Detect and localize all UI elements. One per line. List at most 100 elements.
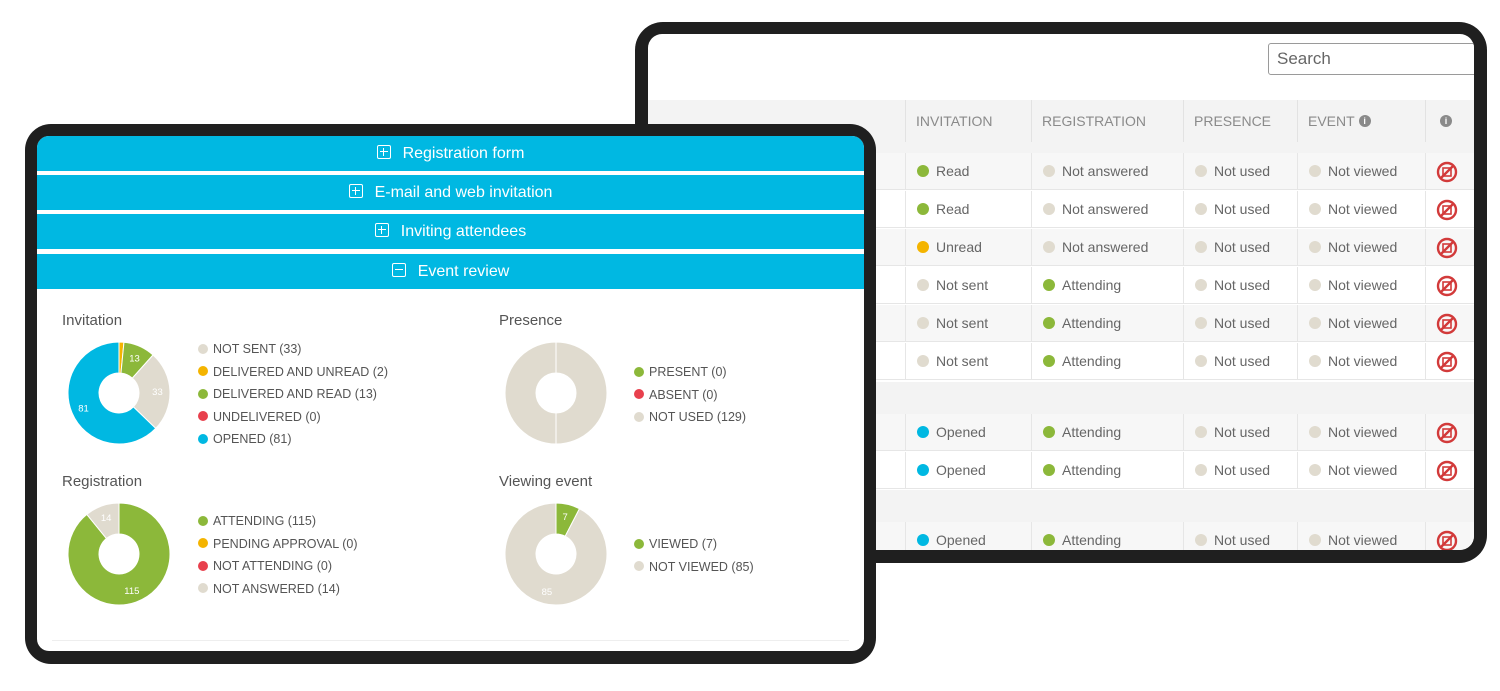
legend-item[interactable]: NOT VIEWED (85) <box>634 556 754 579</box>
cell-invitation: Opened <box>905 414 1031 451</box>
cell-registration: Attending <box>1031 522 1183 550</box>
legend-item[interactable]: PENDING APPROVAL (0) <box>198 533 357 556</box>
legend-item[interactable]: DELIVERED AND UNREAD (2) <box>198 361 388 384</box>
status-dot <box>1195 426 1207 439</box>
pie-slice[interactable] <box>86 502 120 540</box>
cell-registration: Not answered <box>1031 191 1183 228</box>
cell-actions <box>1425 452 1474 489</box>
legend-label: OPENED (81) <box>213 432 292 447</box>
status-label: Not sent <box>936 315 989 331</box>
cell-actions <box>1425 522 1474 550</box>
status-label: Not used <box>1214 462 1271 478</box>
legend-color-dot <box>634 561 644 572</box>
legend-item[interactable]: UNDELIVERED (0) <box>198 406 388 429</box>
status-label: Not answered <box>1062 163 1149 179</box>
status-label: Attending <box>1062 424 1122 440</box>
column-header-label: INVITATION <box>916 113 993 129</box>
cell-invitation: Not sent <box>905 343 1031 380</box>
cell-presence: Not used <box>1183 522 1297 550</box>
status-dot <box>1309 165 1321 178</box>
cell-presence: Not used <box>1183 191 1297 228</box>
prohibited-action-icon[interactable] <box>1436 275 1458 297</box>
cell-event: Not viewed <box>1297 452 1425 489</box>
status-dot <box>1309 426 1321 439</box>
prohibited-action-icon[interactable] <box>1436 460 1458 482</box>
legend-label: PRESENT (0) <box>649 365 727 379</box>
prohibited-action-icon[interactable] <box>1436 161 1458 183</box>
status-dot <box>917 426 929 439</box>
column-header-registration[interactable]: REGISTRATION <box>1031 100 1183 142</box>
legend-item[interactable]: NOT SENT (33) <box>198 338 388 361</box>
event-review-screen: Registration form E-mail and web invitat… <box>37 136 864 651</box>
cell-invitation: Opened <box>905 522 1031 550</box>
status-label: Opened <box>936 462 986 478</box>
cell-registration: Attending <box>1031 343 1183 380</box>
status-dot <box>917 534 929 547</box>
pie-slice[interactable] <box>131 354 171 430</box>
status-label: Attending <box>1062 353 1122 369</box>
event-review-device-frame: Registration form E-mail and web invitat… <box>25 124 876 664</box>
legend-item[interactable]: NOT USED (129) <box>634 406 746 429</box>
status-label: Not used <box>1214 424 1271 440</box>
status-dot <box>1043 279 1055 292</box>
prohibited-action-icon[interactable] <box>1436 237 1458 259</box>
accordion-registration-form[interactable]: Registration form <box>37 136 864 171</box>
cell-presence: Not used <box>1183 153 1297 190</box>
column-header-presence[interactable]: PRESENCE <box>1183 100 1297 142</box>
chart-title-presence: Presence <box>499 312 563 329</box>
invitation-donut-chart: 13 33 81 <box>67 341 171 445</box>
legend-item[interactable]: NOT ATTENDING (0) <box>198 555 357 578</box>
status-label: Not used <box>1214 532 1271 548</box>
pie-slice[interactable] <box>67 502 171 606</box>
prohibited-action-icon[interactable] <box>1436 313 1458 335</box>
cell-registration: Attending <box>1031 267 1183 304</box>
status-label: Not used <box>1214 277 1271 293</box>
search-input[interactable] <box>1268 43 1474 75</box>
column-header-invitation[interactable]: INVITATION <box>905 100 1031 142</box>
accordion-label: Event review <box>417 263 510 280</box>
cell-presence: Not used <box>1183 305 1297 342</box>
status-label: Opened <box>936 424 986 440</box>
cell-event: Not viewed <box>1297 305 1425 342</box>
status-label: Not used <box>1214 163 1271 179</box>
status-label: Not used <box>1214 353 1271 369</box>
status-label: Not viewed <box>1328 424 1398 440</box>
plus-square-icon <box>374 222 389 237</box>
legend-item[interactable]: DELIVERED AND READ (13) <box>198 383 388 406</box>
info-icon[interactable]: i <box>1358 115 1371 128</box>
column-header-actions: i <box>1425 100 1474 142</box>
cell-registration: Not answered <box>1031 153 1183 190</box>
info-icon[interactable]: i <box>1440 115 1452 128</box>
pie-slice[interactable] <box>67 341 157 445</box>
prohibited-action-icon[interactable] <box>1436 422 1458 444</box>
status-dot <box>1043 203 1055 216</box>
accordion-event-review[interactable]: Event review <box>37 254 864 289</box>
column-header-event[interactable]: EVENT i <box>1297 100 1425 142</box>
pie-slice[interactable] <box>504 341 608 445</box>
status-dot <box>1309 203 1321 216</box>
cell-event: Not viewed <box>1297 153 1425 190</box>
prohibited-action-icon[interactable] <box>1436 351 1458 373</box>
pie-slice[interactable] <box>504 502 608 606</box>
prohibited-action-icon[interactable] <box>1436 530 1458 550</box>
prohibited-action-icon[interactable] <box>1436 199 1458 221</box>
legend-item[interactable]: ABSENT (0) <box>634 384 746 407</box>
status-dot <box>1195 464 1207 477</box>
legend-item[interactable]: NOT ANSWERED (14) <box>198 578 357 601</box>
legend-item[interactable]: ATTENDING (115) <box>198 510 357 533</box>
status-dot <box>1043 317 1055 330</box>
presence-legend: PRESENT (0) ABSENT (0) NOT USED (129) <box>634 361 746 429</box>
viewing-event-legend: VIEWED (7) NOT VIEWED (85) <box>634 533 754 578</box>
legend-item[interactable]: OPENED (81) <box>198 428 388 451</box>
legend-item[interactable]: VIEWED (7) <box>634 533 754 556</box>
status-label: Not viewed <box>1328 163 1398 179</box>
status-label: Not viewed <box>1328 277 1398 293</box>
legend-item[interactable]: PRESENT (0) <box>634 361 746 384</box>
slice-value-label: 81 <box>78 404 89 415</box>
accordion-inviting-attendees[interactable]: Inviting attendees <box>37 214 864 249</box>
row-group-separator <box>648 142 1474 153</box>
legend-label: DELIVERED AND UNREAD (2) <box>213 364 389 379</box>
accordion-email-web-invitation[interactable]: E-mail and web invitation <box>37 175 864 210</box>
legend-color-dot <box>634 411 644 422</box>
status-dot <box>1043 534 1055 547</box>
